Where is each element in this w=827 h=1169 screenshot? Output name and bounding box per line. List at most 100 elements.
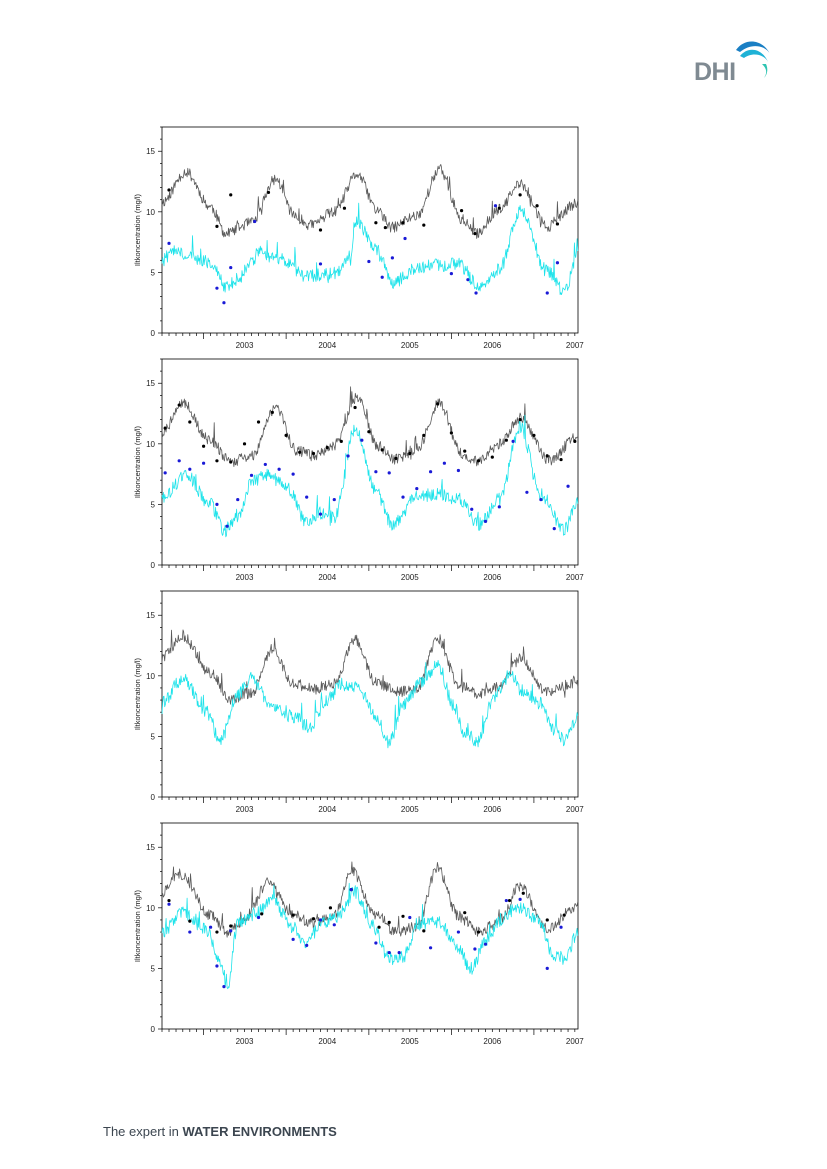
series-line — [161, 882, 579, 990]
logo-text: DHI — [694, 58, 736, 86]
x-tick-label: 2004 — [318, 341, 336, 350]
y-tick-label: 0 — [151, 329, 156, 338]
data-point — [545, 966, 549, 971]
data-point — [403, 236, 407, 241]
data-point — [493, 204, 498, 208]
y-tick-label: 15 — [146, 843, 155, 852]
data-point — [266, 190, 271, 195]
data-point — [177, 459, 181, 463]
data-point — [449, 272, 453, 276]
data-point — [408, 915, 412, 920]
data-point — [167, 241, 171, 245]
y-tick-label: 0 — [151, 561, 156, 570]
data-point — [215, 964, 219, 968]
data-point — [436, 402, 440, 406]
dhi-logo: DHI — [694, 36, 774, 86]
x-tick-label: 2007 — [566, 573, 584, 582]
y-tick-label: 5 — [151, 732, 156, 741]
series-line — [161, 629, 579, 705]
y-tick-label: 10 — [146, 440, 155, 449]
data-point — [346, 454, 350, 458]
data-point — [215, 459, 219, 463]
data-point — [449, 431, 453, 435]
data-point — [401, 914, 405, 918]
footer-prefix: The expert in — [103, 1124, 183, 1139]
data-point — [525, 490, 529, 494]
data-point — [318, 512, 323, 516]
y-tick-label: 10 — [146, 904, 155, 913]
data-point — [374, 221, 378, 225]
data-point — [442, 461, 446, 465]
data-point — [291, 937, 295, 941]
x-tick-label: 2005 — [401, 573, 419, 582]
data-point — [236, 497, 240, 502]
y-axis-label: Iltkoncentration (mg/l) — [133, 657, 142, 730]
data-point — [202, 444, 206, 448]
data-point — [167, 188, 171, 192]
data-point — [532, 433, 536, 437]
data-point — [518, 897, 522, 901]
data-point — [428, 946, 433, 950]
data-point — [318, 918, 323, 922]
data-point — [256, 420, 261, 424]
data-point — [229, 924, 233, 928]
y-tick-label: 5 — [151, 268, 156, 277]
data-point — [215, 930, 219, 934]
chart-3: 0 5 10 15 Iltkoncentration (mg/l) 2003 2004 200… — [133, 590, 584, 814]
data-point — [291, 472, 295, 476]
chart-4: 0 5 10 15 Iltkoncentration (mg/l) 2003 2004 200… — [133, 822, 584, 1046]
y-tick-label: 0 — [151, 1025, 156, 1034]
y-tick-label: 15 — [146, 611, 155, 620]
data-point — [559, 457, 563, 462]
data-point — [222, 984, 226, 989]
data-point — [470, 507, 474, 511]
data-point — [277, 467, 281, 471]
series-line — [161, 202, 579, 296]
dhi-wave-icon — [736, 41, 770, 78]
x-tick-label: 2005 — [401, 805, 419, 814]
data-point — [374, 941, 378, 945]
data-point — [349, 888, 353, 892]
data-point — [167, 902, 171, 906]
data-point — [311, 451, 316, 456]
plot-frame — [161, 126, 579, 334]
plot-frame — [161, 822, 579, 1030]
x-tick-label: 2004 — [318, 573, 336, 582]
data-point — [215, 224, 219, 228]
data-point — [504, 438, 508, 442]
data-point — [535, 204, 539, 208]
data-point — [229, 929, 233, 933]
data-point — [342, 206, 347, 210]
data-point — [456, 468, 460, 473]
data-point — [256, 915, 261, 920]
series-line — [161, 386, 578, 468]
x-tick-label: 2003 — [236, 805, 254, 814]
data-point — [209, 925, 213, 929]
data-point — [456, 930, 460, 934]
data-point — [566, 484, 570, 488]
x-tick-label: 2003 — [236, 1037, 254, 1046]
data-point — [545, 454, 549, 458]
data-point — [521, 891, 525, 895]
data-point — [387, 951, 391, 955]
data-point — [397, 951, 401, 955]
data-point — [225, 524, 229, 528]
y-axis-label: Iltkoncentration (mg/l) — [133, 889, 142, 962]
data-point — [476, 459, 481, 463]
data-point — [260, 912, 264, 916]
data-point — [367, 430, 371, 434]
chart-2: 0 5 10 15 Iltkoncentration (mg/l) 2003 2004 200… — [133, 358, 584, 582]
data-point — [573, 439, 577, 443]
data-point — [374, 470, 378, 474]
data-point — [415, 487, 419, 491]
data-point — [511, 439, 515, 443]
data-point — [387, 920, 391, 924]
y-tick-label: 5 — [151, 500, 156, 509]
footer-tagline: The expert in WATER ENVIRONMENTS — [103, 1124, 337, 1139]
x-tick-label: 2006 — [483, 341, 501, 350]
data-point — [284, 433, 288, 437]
y-axis-label: Iltkoncentration (mg/l) — [133, 193, 142, 266]
data-point — [559, 925, 563, 929]
data-point — [555, 222, 560, 226]
